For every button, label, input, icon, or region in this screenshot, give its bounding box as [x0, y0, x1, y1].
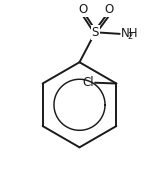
Text: 2: 2 — [128, 32, 133, 41]
Text: NH: NH — [121, 27, 138, 40]
Text: Cl: Cl — [83, 76, 94, 89]
Text: S: S — [92, 26, 99, 39]
Text: O: O — [79, 3, 88, 16]
Text: O: O — [104, 3, 113, 16]
